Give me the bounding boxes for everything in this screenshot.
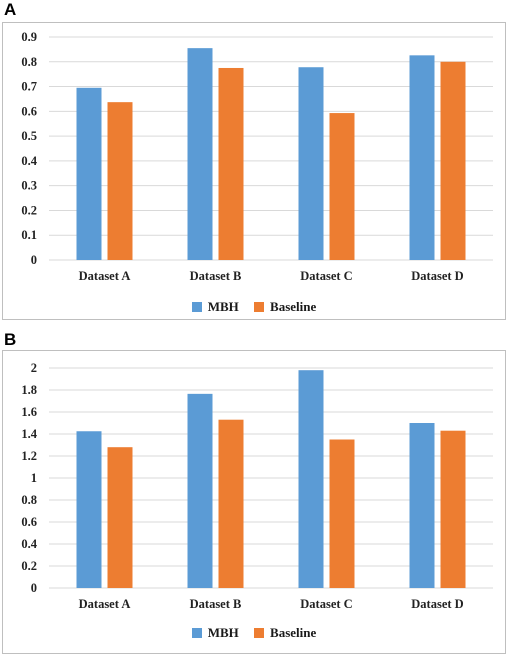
chart-b-bar-baseline-3 — [329, 439, 355, 588]
chart-b-y-tick-label: 0 — [31, 581, 37, 595]
chart-a-y-tick-label: 0.2 — [21, 203, 37, 217]
chart-panel-b: 0 0.2 0.4 0.6 0.8 1 1.2 1.4 1.6 1.8 2 Dataset A Data… — [2, 350, 506, 654]
chart-a-bar-mbh-1 — [76, 87, 102, 261]
chart-a-y-tick-label: 0.8 — [21, 55, 37, 69]
chart-a-y-tick-label: 0.3 — [21, 179, 37, 193]
chart-a-bar-baseline-1 — [107, 102, 133, 260]
legend-swatch-mbh — [191, 628, 202, 638]
chart-b-y-tick-label: 1.8 — [21, 383, 37, 397]
chart-a-y-tick-label: 0.6 — [21, 104, 37, 118]
chart-a-y-tick-label: 0.5 — [21, 129, 37, 143]
chart-b-bar-baseline-4 — [440, 430, 466, 588]
chart-b-bar-mbh-3 — [298, 370, 324, 588]
legend-item-mbh: MBH — [191, 625, 239, 641]
chart-b-x-tick-label: Dataset A — [79, 597, 131, 611]
chart-b-bar-mbh-2 — [187, 393, 213, 588]
chart-b-y-tick-label: 1.4 — [21, 427, 37, 441]
legend-b: MBH Baseline — [3, 625, 505, 642]
chart-a-y-tick-label: 0.9 — [21, 30, 37, 44]
chart-b-bar-mbh-1 — [76, 431, 102, 588]
chart-a-x-tick-label: Dataset B — [190, 269, 242, 283]
chart-b-y-tick-label: 1.6 — [21, 405, 37, 419]
chart-a-x-tick-label: Dataset C — [300, 269, 352, 283]
legend-item-mbh: MBH — [191, 299, 239, 315]
legend-swatch-baseline — [254, 628, 265, 638]
chart-a-y-tick-label: 0.4 — [21, 154, 37, 168]
chart-b-y-tick-label: 1.2 — [21, 449, 37, 463]
chart-a-bar-baseline-4 — [440, 61, 466, 261]
legend-label-baseline: Baseline — [270, 299, 317, 314]
chart-b-x-tick-label: Dataset C — [300, 597, 352, 611]
legend-swatch-mbh — [191, 302, 202, 312]
chart-a-x-tick-label: Dataset A — [79, 269, 131, 283]
panel-label-b: B — [4, 330, 17, 349]
chart-a-y-tick-label: 0.7 — [21, 80, 37, 94]
chart-b-x-tick-label: Dataset B — [190, 597, 242, 611]
legend-label-mbh: MBH — [207, 299, 239, 314]
bar-chart-b: 0 0.2 0.4 0.6 0.8 1 1.2 1.4 1.6 1.8 2 Dataset A Data… — [21, 361, 493, 611]
chart-a-x-tick-label: Dataset D — [411, 269, 463, 283]
chart-b-y-tick-label: 0.2 — [21, 559, 37, 573]
chart-b-y-tick-label: 0.4 — [21, 537, 37, 551]
chart-b-bar-baseline-1 — [107, 447, 133, 588]
legend-item-baseline: Baseline — [254, 299, 316, 315]
chart-b-y-tick-label: 2 — [31, 361, 37, 375]
legend-label-mbh: MBH — [207, 625, 239, 640]
chart-panel-a: 0 0.1 0.2 0.3 0.4 0.5 0.6 0.7 0.8 0.9 Dataset A Dat… — [2, 22, 506, 320]
bar-chart-a: 0 0.1 0.2 0.3 0.4 0.5 0.6 0.7 0.8 0.9 Dataset A Dat… — [21, 30, 493, 283]
chart-b-x-tick-label: Dataset D — [411, 597, 463, 611]
chart-b-bar-mbh-4 — [409, 423, 435, 588]
chart-a-bar-baseline-3 — [329, 113, 355, 260]
chart-b-y-tick-label: 0.8 — [21, 493, 37, 507]
legend-item-baseline: Baseline — [254, 625, 316, 641]
chart-a-bar-mbh-4 — [409, 55, 435, 260]
chart-a-bar-mbh-2 — [187, 48, 213, 261]
chart-a-y-tick-label: 0.1 — [21, 228, 37, 242]
chart-a-y-tick-label: 0 — [31, 253, 37, 267]
chart-b-y-tick-label: 1 — [31, 471, 37, 485]
legend-label-baseline: Baseline — [270, 625, 317, 640]
panel-label-a: A — [4, 0, 17, 19]
chart-a-bar-mbh-3 — [298, 67, 324, 261]
chart-b-y-tick-label: 0.6 — [21, 515, 37, 529]
chart-b-bar-baseline-2 — [218, 419, 244, 588]
chart-a-bar-baseline-2 — [218, 67, 244, 260]
legend-swatch-baseline — [254, 302, 265, 312]
legend-a: MBH Baseline — [3, 299, 505, 316]
